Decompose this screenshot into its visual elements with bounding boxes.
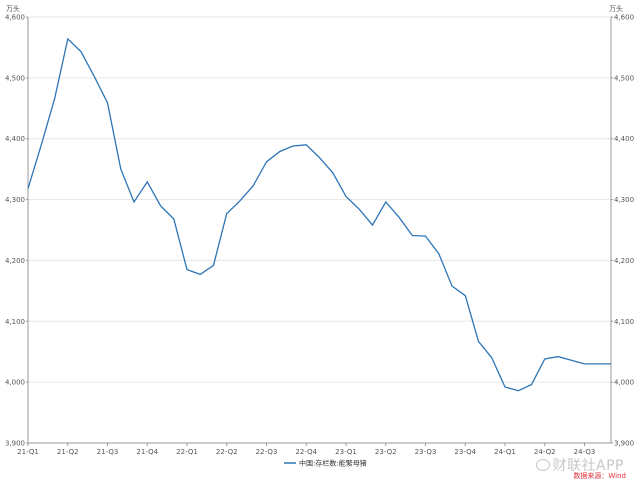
x-tick-label: 22-Q3: [256, 448, 278, 456]
x-tick-label: 23-Q3: [415, 448, 437, 456]
x-tick-label: 22-Q2: [216, 448, 238, 456]
legend-label: 中国:存栏数:能繁母猪: [299, 459, 367, 468]
y-tick-label-right: 4,600: [614, 14, 634, 22]
x-tick-label: 21-Q4: [136, 448, 158, 456]
y-tick-label-left: 4,400: [5, 135, 25, 143]
y-tick-label-right: 4,200: [614, 257, 634, 265]
brand-watermark-text: 财联社APP: [552, 458, 624, 474]
y-tick-label-left: 4,500: [5, 74, 25, 82]
x-tick-label: 24-Q3: [574, 448, 596, 456]
y-tick-label-left: 4,600: [5, 14, 25, 22]
y-tick-label-right: 4,000: [614, 379, 634, 387]
x-tick-label: 23-Q2: [375, 448, 397, 456]
x-tick-label: 22-Q4: [295, 448, 317, 456]
x-tick-label: 21-Q3: [97, 448, 119, 456]
x-tick-label: 24-Q1: [494, 448, 516, 456]
series-line: [27, 37, 611, 392]
y-tick-label-right: 4,100: [614, 318, 634, 326]
y-tick-label-left: 3,900: [5, 440, 25, 448]
weibo-logo-icon: [535, 459, 550, 471]
x-tick-label: 21-Q2: [57, 448, 79, 456]
x-tick-label: 21-Q1: [17, 448, 39, 456]
left-y-tick-labels: 3,900 4,000 4,100 4,200 4,300 4,400 4,500 4,600: [5, 14, 25, 448]
y-tick-label-left: 4,200: [5, 257, 25, 265]
x-tick-label: 24-Q2: [534, 448, 556, 456]
y-tick-label-left: 4,300: [5, 196, 25, 204]
right-unit-label: 万头: [609, 4, 623, 13]
y-tick-label-left: 4,000: [5, 379, 25, 387]
x-tick-label: 23-Q1: [335, 448, 357, 456]
y-tick-label-left: 4,100: [5, 318, 25, 326]
x-tick-label: 23-Q4: [454, 448, 476, 456]
legend[interactable]: 中国:存栏数:能繁母猪: [284, 459, 367, 468]
data-source-label: 数据来源：Wind: [573, 472, 626, 480]
grid-layer: [26, 16, 613, 444]
y-tick-label-right: 4,400: [614, 135, 634, 143]
brand-watermark: 财联社APP: [535, 455, 624, 475]
x-tick-label: 22-Q1: [176, 448, 198, 456]
y-tick-label-right: 4,300: [614, 196, 634, 204]
y-tick-label-right: 3,900: [614, 440, 634, 448]
right-y-tick-labels: 3,900 4,000 4,100 4,200 4,300 4,400 4,500 4,600: [614, 14, 634, 448]
left-unit-label: 万头: [6, 4, 20, 13]
y-tick-label-right: 4,500: [614, 74, 634, 82]
x-tick-labels: 21-Q1 21-Q2 21-Q3 21-Q4 22-Q1 22-Q2 22-Q3 22-Q4…: [17, 443, 595, 456]
axis-layer: [27, 17, 612, 444]
